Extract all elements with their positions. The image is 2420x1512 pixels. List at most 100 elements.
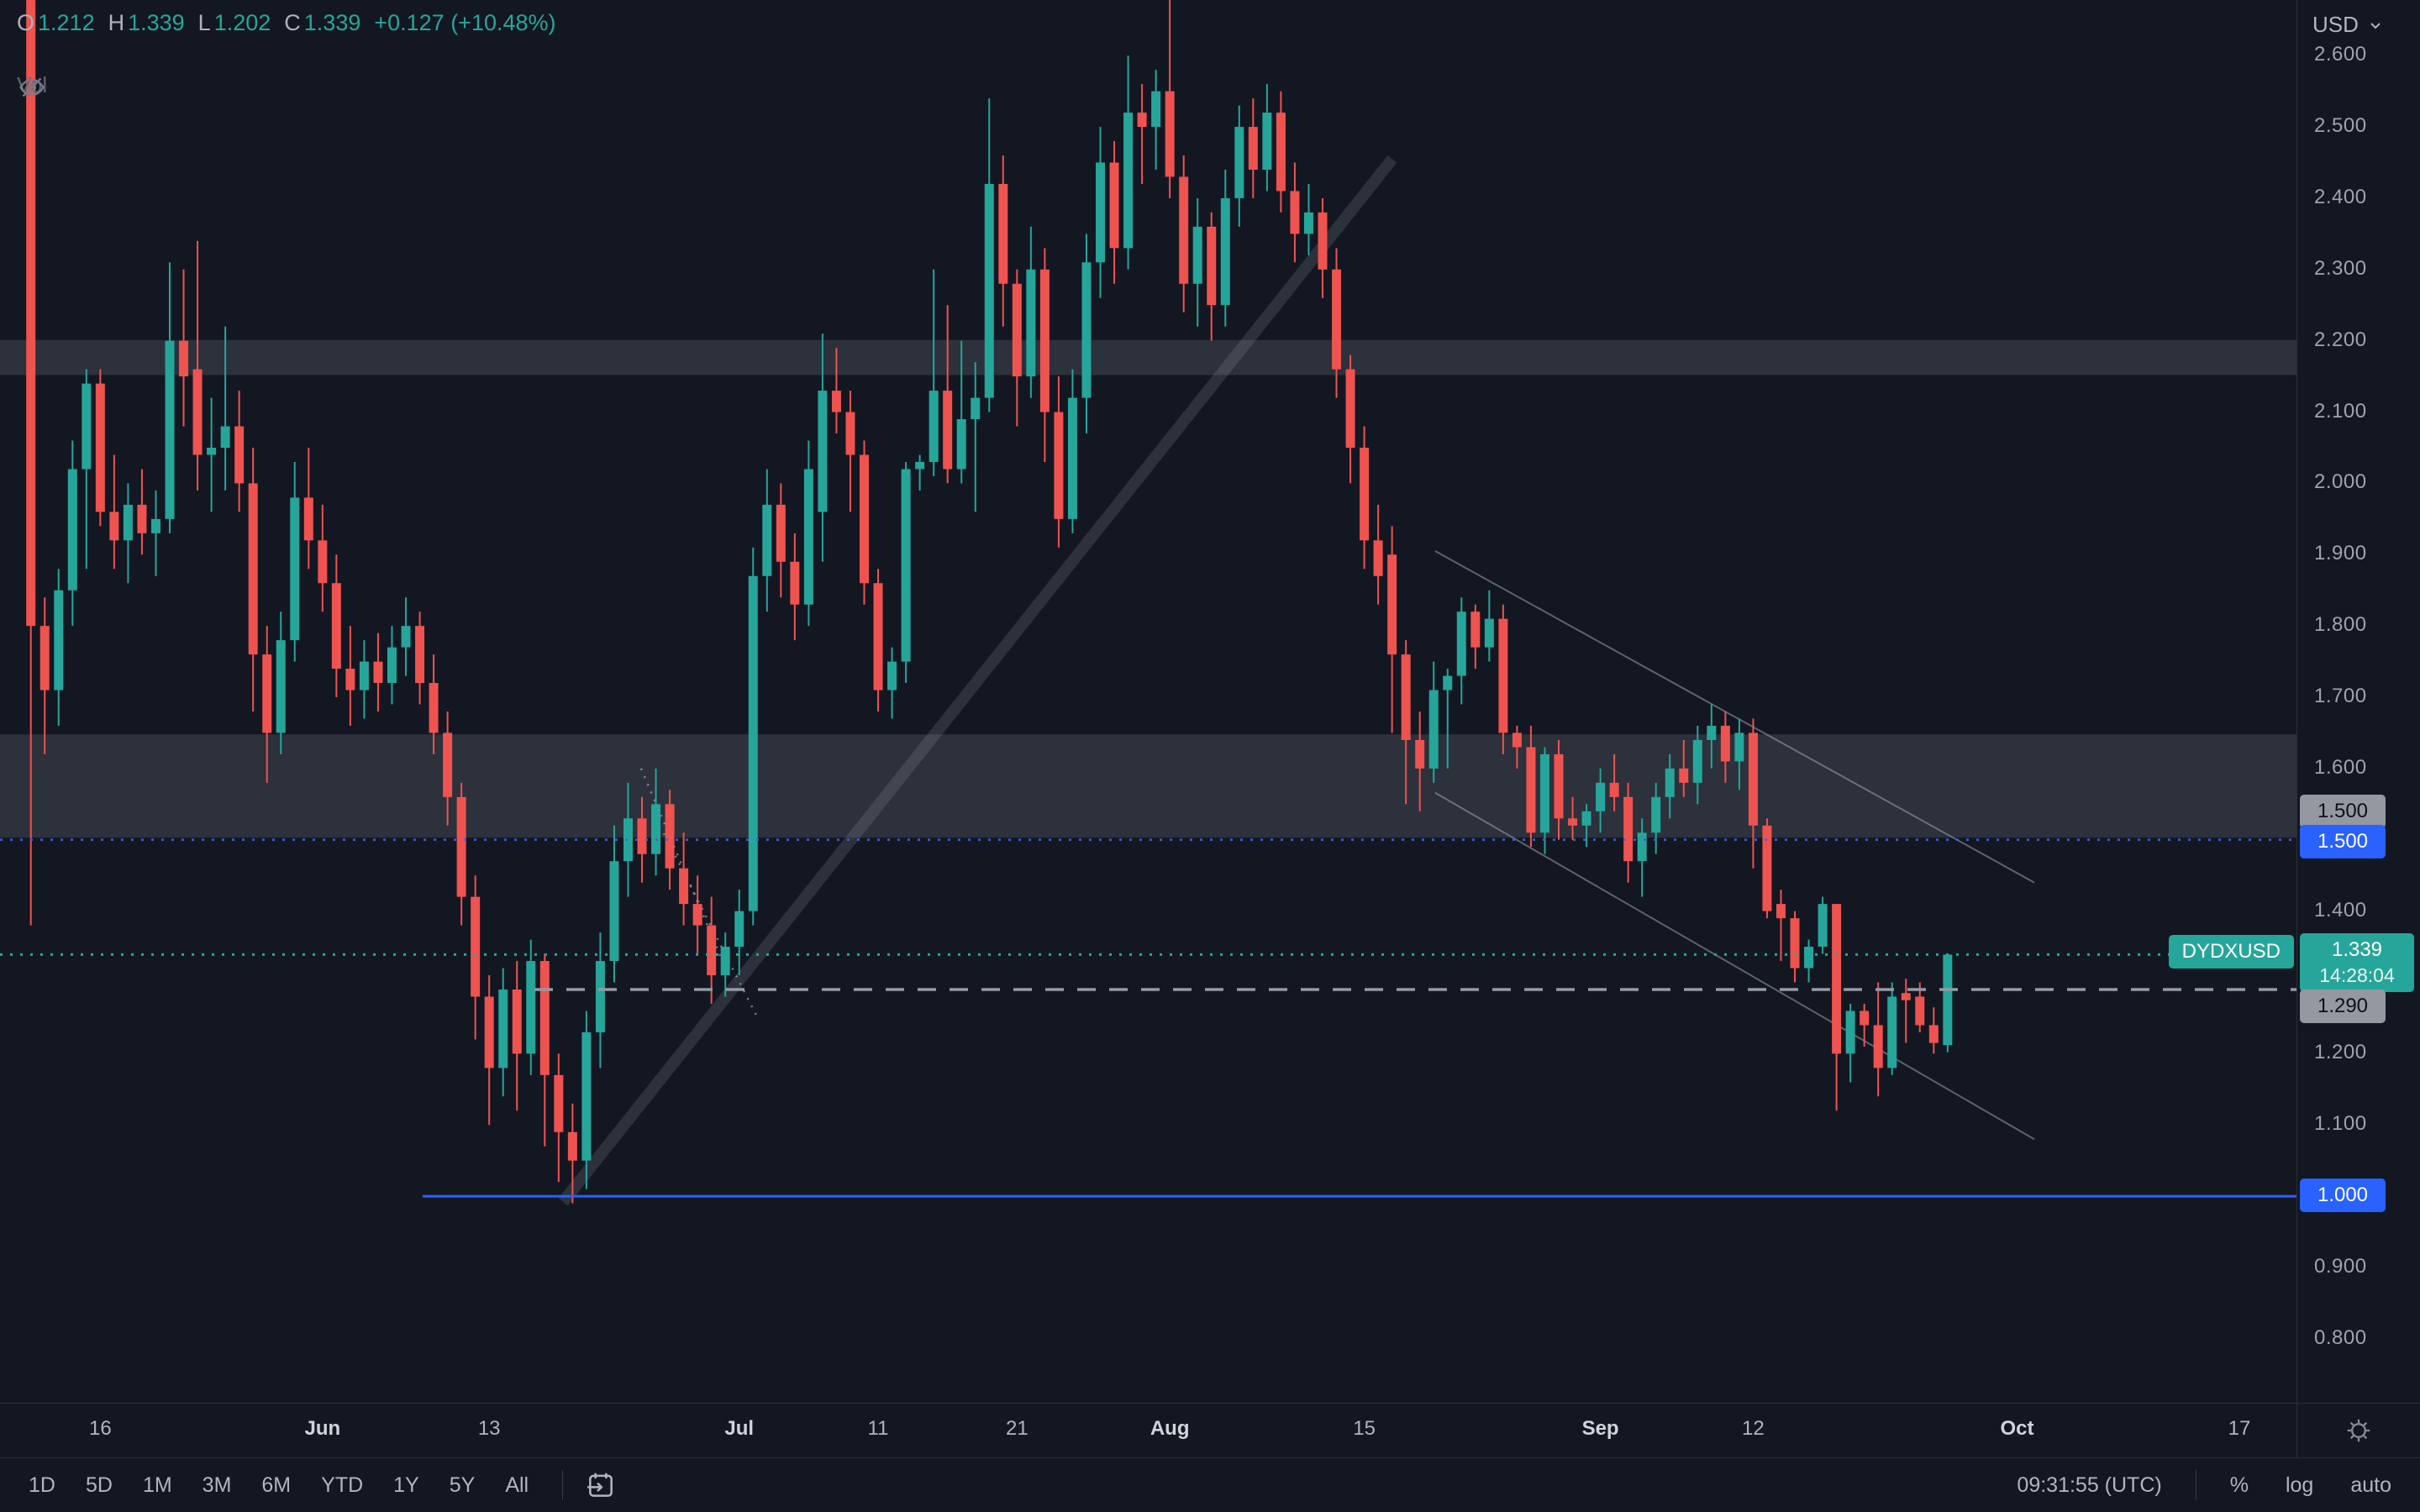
price-scale[interactable]: USD 2.600 2.500 2.400 2.300 2.200 2.100 2.000 1… (2296, 0, 2420, 1403)
toolbar-divider (562, 1470, 564, 1500)
range-button-3m[interactable]: 3M (202, 1473, 232, 1497)
time-tick-day: 12 (1742, 1417, 1765, 1440)
range-button-1d[interactable]: 1D (29, 1473, 55, 1497)
candle-body (1665, 768, 1675, 797)
candle-body (790, 561, 800, 605)
time-axis[interactable]: 16 Jun 13 Jul 11 21 Aug 15 Sep 12 Oct 17 (0, 1403, 2420, 1457)
candle-body (651, 804, 661, 854)
range-button-ytd[interactable]: YTD (321, 1473, 364, 1497)
range-button-5d[interactable]: 5D (85, 1473, 113, 1497)
candle-body (179, 340, 189, 377)
time-tick-month: Jun (304, 1417, 341, 1440)
candle-body (539, 961, 550, 1075)
candle-body (1067, 397, 1077, 519)
price-tick-label: 2.100 (2314, 399, 2367, 423)
price-tick-label: 1.400 (2314, 898, 2367, 921)
candle-body (1845, 1011, 1855, 1054)
candle-body (1707, 725, 1717, 740)
candle-body (290, 497, 300, 641)
candle-body (207, 447, 217, 455)
candle-body (165, 340, 175, 519)
candle-body (1373, 540, 1383, 576)
auto-scale-button[interactable]: auto (2350, 1473, 2391, 1497)
dashed-level-label[interactable]: 1.290 (2300, 990, 2386, 1023)
candle-body (137, 504, 147, 533)
gear-icon[interactable] (2344, 1415, 2374, 1446)
candle-body (1928, 1025, 1939, 1043)
candle-body (637, 818, 647, 854)
chart-row: O 1.212 H 1.339 L 1.202 C 1.339 +0.127 (+10.… (0, 0, 2420, 1403)
candle-body (818, 391, 828, 512)
candle-body (318, 540, 328, 584)
candle-body (1109, 162, 1119, 249)
time-tick-day: 17 (2228, 1417, 2251, 1440)
last-price-label[interactable]: 1.339 14:28:04 (2300, 933, 2414, 992)
candle-body (1832, 904, 1842, 1054)
price-change: +0.127 (+10.48%) (374, 10, 556, 35)
range-button-1y[interactable]: 1Y (393, 1473, 419, 1497)
price-tick-label: 0.900 (2314, 1254, 2367, 1278)
candle-body (581, 1032, 592, 1161)
go-to-date-button[interactable] (585, 1469, 617, 1501)
range-button-1m[interactable]: 1M (142, 1473, 172, 1497)
candle-body (471, 896, 481, 997)
percent-scale-button[interactable]: % (2229, 1473, 2249, 1497)
candle-body (1179, 176, 1189, 284)
candle-body (331, 583, 341, 669)
candle-body (1539, 753, 1549, 833)
candle-body (1081, 262, 1092, 398)
candle-body (887, 661, 897, 690)
zone-price-label[interactable]: 1.500 (2300, 795, 2386, 828)
bottom-toolbar: 1D 5D 1M 3M 6M YTD 1Y 5Y All 09:31:55 (UTC) % lo… (0, 1457, 2420, 1512)
candle-body (1901, 993, 1911, 1000)
candle-body (679, 868, 689, 905)
range-button-all[interactable]: All (505, 1473, 529, 1497)
candle-body (192, 369, 203, 455)
price-tick-label: 2.500 (2314, 114, 2367, 138)
range-button-6m[interactable]: 6M (261, 1473, 292, 1497)
candle-body (665, 804, 675, 869)
candle-body (1290, 191, 1300, 234)
candle-body (1734, 732, 1744, 762)
candle-body (248, 483, 258, 655)
candle-body (1692, 739, 1702, 783)
candle-body (1123, 113, 1134, 249)
candle-body (1428, 690, 1439, 769)
dotted-trendline-b (662, 832, 758, 1016)
candle-body (831, 391, 841, 412)
candle-body (1776, 904, 1786, 919)
eye-off-icon[interactable] (17, 72, 47, 102)
candle-body (623, 818, 633, 862)
candle-body (1387, 554, 1397, 655)
candle-body (276, 640, 286, 733)
candle-body (1581, 811, 1591, 826)
candle-body (526, 961, 536, 1054)
price-tick-label: 1.700 (2314, 685, 2367, 708)
candle-body (401, 626, 411, 648)
candle-body (1248, 127, 1258, 170)
candle-body (1748, 732, 1758, 826)
candle-body (1096, 162, 1106, 263)
currency-dropdown[interactable]: USD (2312, 12, 2384, 38)
session-clock[interactable]: 09:31:55 (UTC) (2017, 1473, 2162, 1497)
chevron-down-icon (2370, 22, 2381, 29)
candle-body (567, 1131, 577, 1161)
price-tick-label: 0.800 (2314, 1326, 2367, 1349)
price-tick-label: 1.600 (2314, 755, 2367, 779)
candle-body (26, 0, 36, 627)
alert-price-label[interactable]: 1.500 (2300, 825, 2386, 858)
log-scale-button[interactable]: log (2285, 1473, 2314, 1497)
candle-body (1262, 113, 1272, 170)
range-button-5y[interactable]: 5Y (449, 1473, 476, 1497)
axis-settings-cell[interactable] (2296, 1404, 2420, 1457)
symbol-price-tag[interactable]: DYDXUSD (2168, 935, 2294, 969)
candle-body (1804, 947, 1814, 969)
candle-body (1943, 954, 1953, 1046)
support-price-label[interactable]: 1.000 (2300, 1179, 2386, 1212)
volume-indicator-legend[interactable]: Vol (17, 72, 47, 98)
candle-body (1165, 91, 1175, 177)
candle-body (1915, 996, 1925, 1026)
candle-body (1192, 226, 1202, 284)
chart-pane[interactable]: O 1.212 H 1.339 L 1.202 C 1.339 +0.127 (+10.… (0, 0, 2296, 1403)
